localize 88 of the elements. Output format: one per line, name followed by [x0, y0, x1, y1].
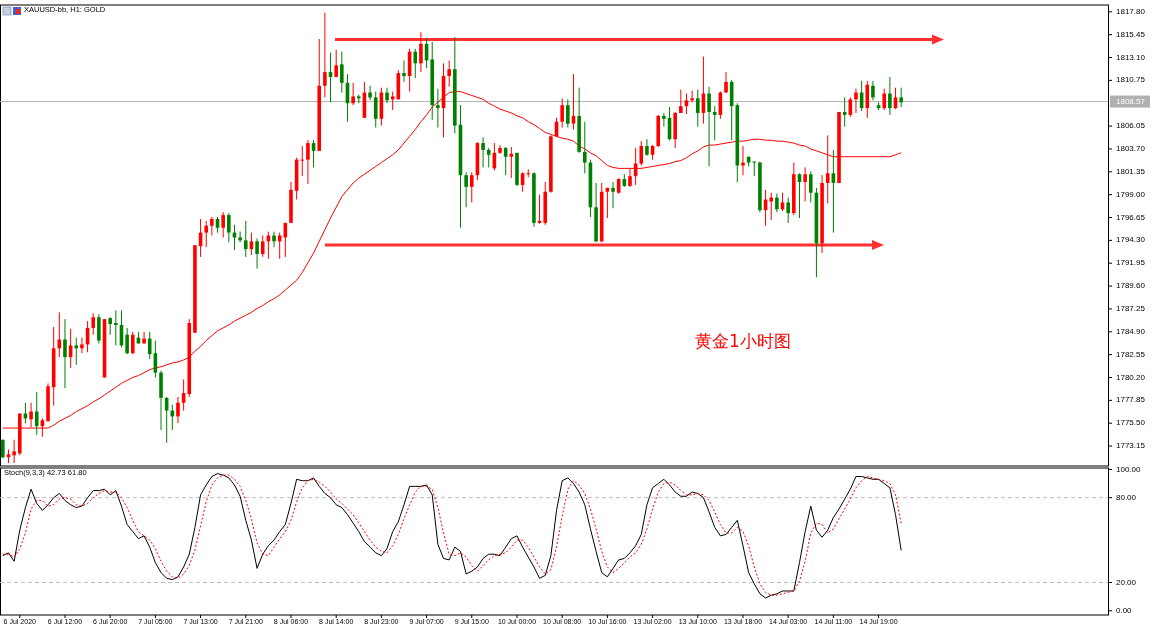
candlestick [34, 391, 39, 436]
candlestick [639, 140, 644, 166]
candlestick [707, 86, 711, 167]
candlestick [97, 313, 101, 344]
y-tick-label: 1817.80 [1116, 6, 1146, 16]
candlestick [12, 439, 16, 464]
candlestick [114, 309, 118, 346]
candlestick [481, 136, 485, 168]
candlestick [260, 235, 265, 258]
y-tick-label: 1784.90 [1116, 326, 1146, 336]
candlestick [147, 331, 152, 360]
candlestick [227, 212, 231, 243]
candlestick [690, 90, 694, 103]
annotation: 黄金1小时图 [695, 331, 791, 351]
y-tick-label: 1813.10 [1116, 52, 1146, 62]
y-tick-label: 1815.45 [1116, 29, 1146, 39]
candlestick [645, 138, 649, 157]
candlestick [436, 88, 440, 129]
candlestick [204, 220, 209, 248]
y-tick-label: 1791.95 [1116, 258, 1146, 268]
candlestick [882, 88, 887, 111]
y-tick-label: 1794.30 [1116, 235, 1146, 245]
candlestick [865, 80, 870, 119]
candlestick [724, 71, 728, 94]
y-tick-label: 1787.25 [1116, 304, 1146, 314]
candlestick [582, 121, 587, 174]
candlestick [334, 49, 338, 78]
candlestick [786, 197, 790, 224]
y-tick-label: 1775.50 [1116, 418, 1146, 428]
candlestick [306, 139, 310, 185]
candlestick [469, 171, 474, 203]
candlestick [611, 181, 615, 209]
y-tick-label: 1799.00 [1116, 189, 1146, 199]
y-tick-label: 1796.65 [1116, 212, 1146, 222]
candlestick [130, 331, 135, 355]
y-tick-label: 1806.05 [1116, 121, 1146, 131]
y-tick-label: 100.00 [1116, 464, 1142, 474]
candlestick [628, 167, 632, 188]
candlestick [74, 337, 79, 366]
candlestick [888, 76, 892, 116]
candlestick [323, 12, 327, 98]
candlestick [385, 87, 389, 104]
candlestick [63, 318, 67, 389]
candlestick [775, 193, 779, 213]
candlestick [402, 59, 406, 83]
candlestick [447, 59, 451, 88]
candlestick [854, 88, 858, 114]
candlestick [566, 98, 570, 129]
candlestick [803, 166, 807, 202]
candlestick [419, 31, 423, 73]
y-tick-label: 20.00 [1116, 577, 1137, 587]
candlestick [340, 51, 344, 94]
candlestick [695, 89, 700, 128]
candlestick [125, 327, 129, 355]
candlestick [413, 48, 418, 79]
candlestick [221, 211, 225, 238]
candlestick [351, 82, 355, 106]
y-tick-label: 0.00 [1116, 605, 1133, 615]
ref-line-label: 1808.57 [1116, 96, 1146, 106]
candlestick [272, 231, 276, 248]
y-tick-label: 1777.85 [1116, 395, 1146, 405]
y-tick-label: 1801.35 [1116, 166, 1146, 176]
candlestick [255, 237, 259, 270]
y-tick-label: 80.00 [1116, 492, 1137, 502]
candlestick [712, 105, 717, 141]
candlestick [300, 145, 305, 177]
candlestick [176, 396, 180, 424]
candlestick [238, 231, 242, 243]
candlestick [899, 87, 903, 108]
y-tick-label: 1810.75 [1116, 75, 1146, 85]
candlestick [825, 134, 830, 204]
candlestick [808, 170, 813, 203]
candlestick [679, 89, 683, 114]
candlestick [486, 147, 491, 168]
candlestick [464, 171, 468, 208]
candlestick [80, 337, 84, 354]
y-tick-label: 1789.60 [1116, 281, 1146, 291]
candlestick [91, 312, 96, 336]
candlestick [871, 80, 875, 101]
candlestick [373, 91, 378, 129]
y-tick-label: 1773.15 [1116, 441, 1146, 451]
candlestick [560, 97, 564, 129]
y-tick-label: 1780.20 [1116, 372, 1146, 382]
candlestick [210, 216, 214, 236]
candlestick [243, 220, 248, 258]
y-tick-label: 1803.70 [1116, 144, 1146, 154]
y-tick-label: 1782.55 [1116, 349, 1146, 359]
candlestick [662, 112, 666, 128]
